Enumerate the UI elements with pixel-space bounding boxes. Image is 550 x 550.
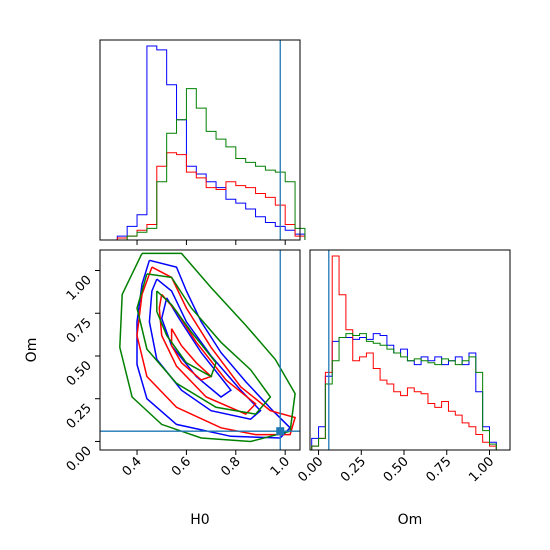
om-hist-tick-label-0: 0.00 [295, 454, 326, 485]
om-histogram-series-1 [311, 255, 497, 450]
om-histogram-series-2 [311, 333, 497, 450]
joint-contour-panel: 0.4 0.6 0.8 1.0 0.00 0.25 0.50 0.75 1.00 H0 Om [24, 249, 301, 528]
joint-ytick-label-1: 0.25 [64, 401, 95, 432]
h0-histogram-series-0 [107, 45, 306, 241]
om-hist-tick-label-1: 0.25 [338, 454, 369, 485]
contour-series-2-level-1 [136, 273, 272, 415]
om-hist-tick-label-3: 0.75 [424, 454, 455, 485]
om-histogram-panel: 0.00 0.25 0.50 0.75 1.00 Om [295, 249, 511, 528]
h0-xlabel: H0 [190, 512, 209, 528]
om-hist-tick-label-4: 1.00 [466, 454, 497, 485]
joint-xtick-label-2: 0.8 [218, 454, 243, 479]
joint-truth-marker [276, 427, 285, 436]
h0-histogram-panel [99, 39, 306, 245]
joint-xtick-label-1: 0.6 [169, 454, 194, 479]
contour-series-1-level-0 [136, 266, 297, 436]
om-ylabel: Om [24, 338, 40, 363]
om-histogram-frame [309, 249, 511, 451]
contour-series-1-level-2 [170, 328, 213, 381]
om-hist-tick-label-2: 0.50 [381, 454, 412, 485]
joint-ytick-label-4: 1.00 [64, 273, 95, 304]
joint-xtick-label-3: 1.0 [268, 454, 293, 479]
joint-ytick-label-2: 0.50 [64, 358, 95, 389]
joint-ytick-label-3: 0.75 [64, 315, 95, 346]
h0-histogram-frame [99, 39, 301, 241]
om-xlabel: Om [398, 512, 423, 528]
contour-series-2-level-0 [119, 252, 296, 443]
joint-ytick-label-0: 0.00 [64, 444, 95, 475]
contour-series-0-level-1 [148, 278, 262, 421]
h0-histogram-series-1 [107, 152, 306, 241]
contour-series-2-level-2 [156, 290, 217, 378]
contour-series-1-level-1 [158, 293, 257, 415]
contour-series-0-level-2 [160, 297, 232, 398]
joint-frame [99, 249, 301, 451]
joint-xtick-label-0: 0.4 [120, 454, 145, 479]
h0-histogram-series-2 [107, 88, 306, 241]
